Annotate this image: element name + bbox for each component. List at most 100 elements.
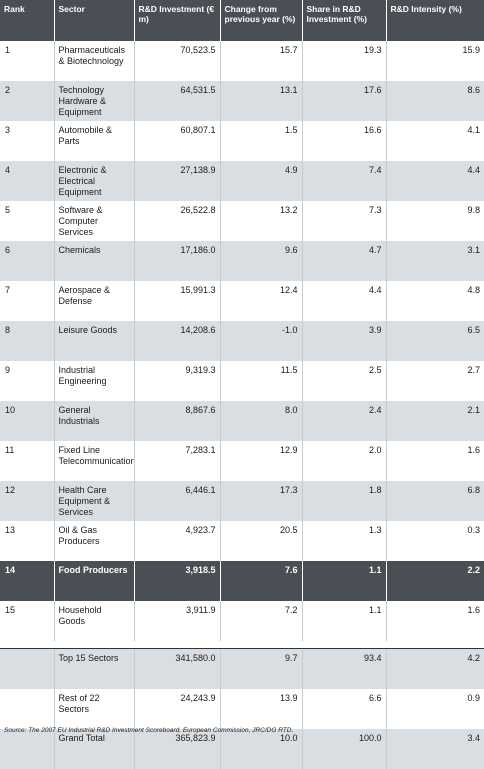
sector-cell: Leisure Goods: [54, 321, 135, 361]
change-cell: 9.6: [220, 241, 303, 281]
intensity-cell: 2.2: [386, 561, 484, 601]
table-row: 5 Software & Computer Services 26,522.8 13.…: [0, 201, 484, 241]
intensity-cell: 6.8: [386, 481, 484, 521]
investment-cell: 26,522.8: [134, 201, 221, 241]
table-row: 3 Automobile & Parts 60,807.1 1.5 16.6 4.1: [0, 121, 484, 161]
table-row: 11 Fixed Line Telecommunications 7,283.1 12…: [0, 441, 484, 481]
share-cell: 3.9: [302, 321, 387, 361]
change-cell: -1.0: [220, 321, 303, 361]
share-cell: 7.4: [302, 161, 387, 201]
sector-cell: Oil & Gas Producers: [54, 521, 135, 561]
intensity-cell: 4.4: [386, 161, 484, 201]
table-row: 2 Technology Hardware & Equipment 64,531.5…: [0, 81, 484, 121]
share-cell: 2.5: [302, 361, 387, 401]
investment-cell: 9,319.3: [134, 361, 221, 401]
table-row: 6 Chemicals 17,186.0 9.6 4.7 3.1: [0, 241, 484, 281]
rank-cell: 3: [0, 121, 55, 161]
rank-cell: 14: [0, 561, 55, 601]
table-row: 14 Food Producers 3,918.5 7.6 1.1 2.2: [0, 561, 484, 601]
sector-cell: Software & Computer Services: [54, 201, 135, 241]
change-cell: 8.0: [220, 401, 303, 441]
table-separator: [0, 641, 484, 649]
share-cell: 100.0: [302, 729, 387, 769]
investment-cell: 27,138.9: [134, 161, 221, 201]
intensity-cell: 3.1: [386, 241, 484, 281]
table-row: 9 Industrial Engineering 9,319.3 11.5 2.5 2.7: [0, 361, 484, 401]
change-cell: 13.2: [220, 201, 303, 241]
table-row: 15 Household Goods 3,911.9 7.2 1.1 1.6: [0, 601, 484, 641]
table-row: 1 Pharmaceuticals & Biotechnology 70,523.5…: [0, 41, 484, 81]
sector-cell: Technology Hardware & Equipment: [54, 81, 135, 121]
intensity-cell: 0.3: [386, 521, 484, 561]
header-change: Change from previous year (%): [220, 0, 303, 41]
share-cell: 19.3: [302, 41, 387, 81]
sector-cell: Grand Total: [54, 729, 135, 769]
intensity-cell: 1.6: [386, 601, 484, 641]
sector-cell: Health Care Equipment & Services: [54, 481, 135, 521]
header-investment: R&D Investment (€ m): [134, 0, 221, 41]
rank-cell: [0, 729, 55, 769]
intensity-cell: 2.7: [386, 361, 484, 401]
investment-cell: 70,523.5: [134, 41, 221, 81]
rank-cell: 11: [0, 441, 55, 481]
share-cell: 93.4: [302, 648, 387, 689]
rank-cell: 4: [0, 161, 55, 201]
change-cell: 9.7: [220, 648, 303, 689]
change-cell: 12.9: [220, 441, 303, 481]
intensity-cell: 1.6: [386, 441, 484, 481]
rank-cell: 13: [0, 521, 55, 561]
change-cell: 7.6: [220, 561, 303, 601]
share-cell: 2.4: [302, 401, 387, 441]
change-cell: 4.9: [220, 161, 303, 201]
table-row: Rest of 22 Sectors 24,243.9 13.9 6.6 0.9: [0, 689, 484, 729]
rank-cell: 2: [0, 81, 55, 121]
header-rank: Rank: [0, 0, 55, 41]
share-cell: 1.1: [302, 601, 387, 641]
source-note: Source: The 2007 EU Industrial R&D Inves…: [4, 727, 294, 734]
change-cell: 12.4: [220, 281, 303, 321]
sector-cell: Food Producers: [54, 561, 135, 601]
sector-cell: General Industrials: [54, 401, 135, 441]
sector-cell: Automobile & Parts: [54, 121, 135, 161]
sector-cell: Industrial Engineering: [54, 361, 135, 401]
share-cell: 1.8: [302, 481, 387, 521]
rank-cell: 7: [0, 281, 55, 321]
intensity-cell: 4.1: [386, 121, 484, 161]
investment-cell: 365,823.9: [134, 729, 221, 769]
intensity-cell: 15.9: [386, 41, 484, 81]
sector-cell: Rest of 22 Sectors: [54, 689, 135, 729]
intensity-cell: 2.1: [386, 401, 484, 441]
sector-cell: Household Goods: [54, 601, 135, 641]
intensity-cell: 0.9: [386, 689, 484, 729]
change-cell: 17.3: [220, 481, 303, 521]
change-cell: 1.5: [220, 121, 303, 161]
table-row: 10 General Industrials 8,867.6 8.0 2.4 2.1: [0, 401, 484, 441]
rank-cell: 6: [0, 241, 55, 281]
change-cell: 13.9: [220, 689, 303, 729]
change-cell: 15.7: [220, 41, 303, 81]
intensity-cell: 4.2: [386, 648, 484, 689]
rank-cell: 8: [0, 321, 55, 361]
header-row: Rank Sector R&D Investment (€ m) Change …: [0, 0, 484, 41]
investment-cell: 60,807.1: [134, 121, 221, 161]
table-row: 8 Leisure Goods 14,208.6 -1.0 3.9 6.5: [0, 321, 484, 361]
rank-cell: 9: [0, 361, 55, 401]
sector-cell: Aerospace & Defense: [54, 281, 135, 321]
intensity-cell: 3.4: [386, 729, 484, 769]
share-cell: 1.1: [302, 561, 387, 601]
rank-cell: 10: [0, 401, 55, 441]
investment-cell: 17,186.0: [134, 241, 221, 281]
rank-cell: 1: [0, 41, 55, 81]
intensity-cell: 4.8: [386, 281, 484, 321]
investment-cell: 7,283.1: [134, 441, 221, 481]
intensity-cell: 6.5: [386, 321, 484, 361]
share-cell: 4.4: [302, 281, 387, 321]
table-body: 1 Pharmaceuticals & Biotechnology 70,523.5…: [0, 41, 484, 769]
rank-cell: 15: [0, 601, 55, 641]
header-sector: Sector: [54, 0, 135, 41]
investment-cell: 341,580.0: [134, 648, 221, 689]
intensity-cell: 8.6: [386, 81, 484, 121]
rank-cell: 12: [0, 481, 55, 521]
